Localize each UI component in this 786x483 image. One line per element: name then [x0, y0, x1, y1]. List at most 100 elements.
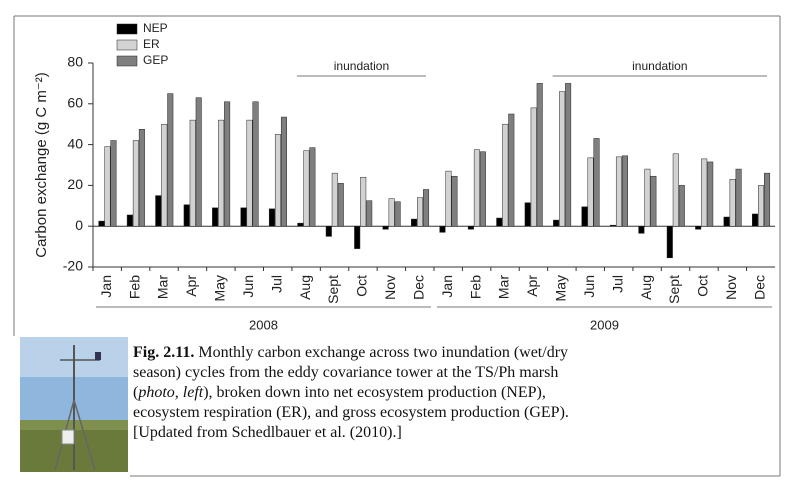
bar: [467, 225, 474, 230]
bar: [672, 153, 679, 227]
bar: [297, 222, 304, 227]
bar: [764, 172, 771, 227]
bar: [650, 175, 657, 227]
bar: [155, 195, 162, 227]
bar: [621, 155, 628, 227]
bar: [638, 225, 645, 234]
bar: [132, 140, 139, 227]
caption-line: [Updated from Schedlbauer et al. (2010).…: [133, 423, 783, 443]
caption-text: Monthly carbon exchange across two inund…: [198, 344, 569, 361]
bar: [331, 172, 338, 227]
caption-text: (: [133, 384, 139, 401]
bar: [224, 101, 231, 227]
bar: [110, 140, 117, 227]
bar: [524, 202, 531, 227]
x-tick-label: Apr: [524, 275, 540, 297]
bar: [167, 93, 174, 227]
caption: Fig. 2.11. Monthly carbon exchange acros…: [133, 343, 783, 443]
bar: [559, 91, 566, 227]
bar: [479, 151, 486, 227]
bar: [502, 123, 509, 227]
bar: [268, 208, 275, 227]
bar: [274, 134, 281, 227]
x-tick-label: May: [553, 275, 569, 301]
bar: [382, 225, 389, 230]
bar: [615, 156, 622, 227]
bar: [126, 214, 133, 227]
x-tick-label: Dec: [751, 275, 767, 300]
caption-line: Fig. 2.11. Monthly carbon exchange acros…: [133, 343, 783, 363]
y-axis-label: Carbon exchange (g C m⁻²): [33, 72, 50, 258]
bar: [701, 158, 708, 227]
bar: [337, 183, 344, 227]
x-tick-label: Apr: [183, 275, 199, 297]
bar: [758, 185, 765, 227]
y-tick-label: 0: [75, 217, 83, 233]
y-tick-label: -20: [63, 258, 83, 274]
bar: [644, 168, 651, 227]
bar: [303, 150, 310, 227]
bar: [252, 101, 259, 227]
x-tick-label: Jun: [581, 275, 597, 298]
bar: [678, 185, 685, 227]
x-tick-label: Dec: [410, 275, 426, 300]
bar: [473, 149, 480, 227]
bar: [451, 175, 458, 227]
x-tick-label: Feb: [467, 275, 483, 299]
bar: [246, 119, 253, 227]
bar: [581, 206, 588, 227]
y-tick-label: 40: [67, 135, 83, 151]
x-tick-label: May: [212, 275, 228, 301]
bar: [707, 161, 714, 227]
x-tick-label: Aug: [297, 275, 313, 300]
x-tick-label: Aug: [638, 275, 654, 300]
bar: [189, 119, 196, 227]
bar: [195, 97, 202, 227]
x-tick-label: Oct: [695, 275, 711, 297]
bar: [729, 179, 736, 227]
bar: [388, 198, 395, 227]
bar: [360, 176, 367, 227]
bar: [536, 83, 543, 227]
legend-label: GEP: [143, 53, 168, 67]
x-tick-label: Feb: [126, 275, 142, 299]
legend-label: NEP: [143, 21, 168, 35]
x-tick-label: Oct: [354, 275, 370, 297]
x-tick-label: Sept: [666, 275, 682, 304]
y-tick-label: 20: [67, 176, 83, 192]
bar: [496, 217, 503, 227]
bar: [445, 170, 452, 227]
bar: [423, 189, 430, 227]
bar: [104, 146, 111, 227]
bar: [240, 207, 247, 227]
bar: [212, 207, 219, 227]
bar: [417, 197, 424, 227]
bar: [183, 204, 190, 227]
x-tick-label: Mar: [155, 275, 171, 299]
bar: [530, 107, 537, 227]
legend-swatch: [116, 23, 138, 35]
bar: [587, 157, 594, 227]
x-tick-label: Jan: [98, 275, 114, 298]
x-tick-label: Jan: [439, 275, 455, 298]
bar: [508, 113, 515, 227]
photo: [20, 337, 128, 472]
caption-text: ecosystem respiration (ER), and gross ec…: [133, 404, 569, 421]
x-tick-label: Sept: [325, 275, 341, 304]
year-label: 2008: [249, 317, 278, 332]
bar: [553, 219, 560, 227]
bar: [723, 216, 730, 227]
caption-text: season) cycles from the eddy covariance …: [133, 364, 559, 381]
legend-label: ER: [143, 37, 160, 51]
legend-swatch: [116, 39, 138, 51]
bar: [354, 225, 361, 249]
caption-line: ecosystem respiration (ER), and gross ec…: [133, 403, 783, 423]
caption-label: Fig. 2.11.: [133, 344, 195, 361]
caption-text: ), broken down into net ecosystem produc…: [203, 384, 546, 401]
y-tick-label: 80: [67, 54, 83, 70]
bar: [593, 138, 600, 227]
x-tick-label: Mar: [496, 275, 512, 299]
caption-text: photo, left: [138, 384, 204, 401]
